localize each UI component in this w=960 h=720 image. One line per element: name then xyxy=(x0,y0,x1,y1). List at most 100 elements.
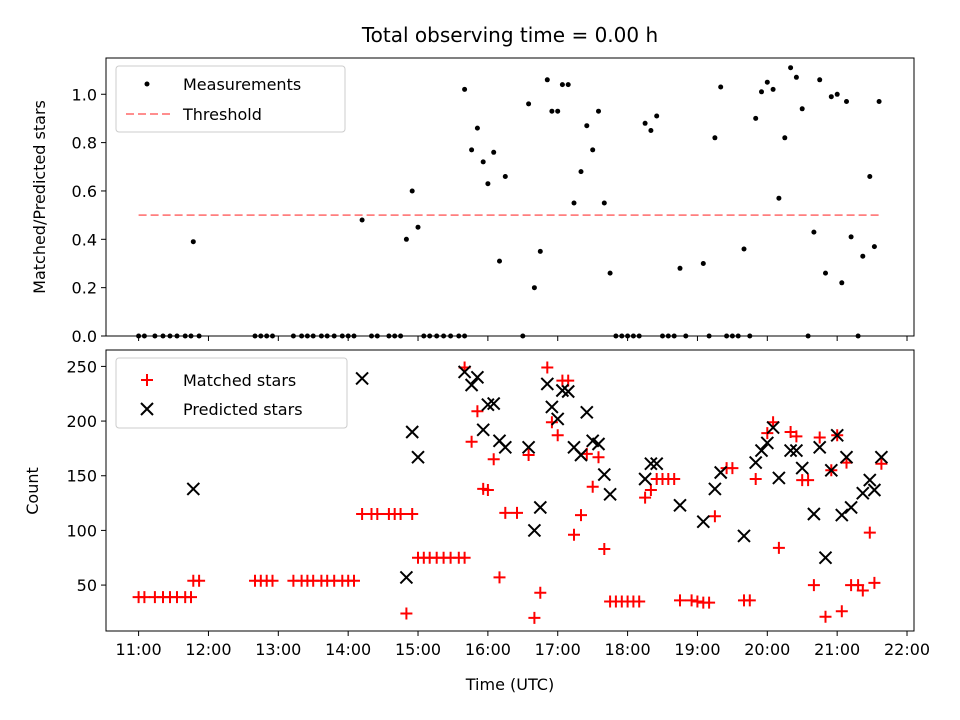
matched-point xyxy=(749,473,762,485)
top-x-ticks xyxy=(138,336,908,341)
measurement-point xyxy=(811,229,817,235)
matched-point xyxy=(551,429,564,442)
legend-threshold-label: Threshold xyxy=(182,105,262,124)
top-legend-frame xyxy=(115,65,346,133)
matched-point xyxy=(348,574,360,587)
matched-point xyxy=(568,528,580,541)
predicted-point xyxy=(597,467,612,482)
matched-point xyxy=(394,508,407,520)
bottom-x-tick-label: 15:00 xyxy=(395,640,441,659)
measurement-point xyxy=(491,149,497,155)
predicted-point xyxy=(603,487,617,502)
matched-point xyxy=(644,484,657,496)
bottom-y-tick-label: 250 xyxy=(66,357,97,376)
matched-point xyxy=(708,510,721,523)
predicted-point xyxy=(824,463,839,478)
matched-point xyxy=(487,453,500,466)
predicted-point xyxy=(766,420,780,435)
measurement-point xyxy=(462,86,468,92)
measurement-point xyxy=(823,270,828,276)
measurement-point xyxy=(793,74,799,80)
measurement-point xyxy=(654,113,660,119)
measurement-point xyxy=(788,65,794,71)
predicted-point xyxy=(835,508,849,522)
measurement-point xyxy=(607,270,613,276)
measurement-point xyxy=(190,239,196,245)
top-y-tick-label: 0.0 xyxy=(72,327,97,346)
bottom-axes-frame xyxy=(105,349,915,632)
measurement-point xyxy=(839,280,845,286)
matched-point xyxy=(522,449,535,461)
predicted-point xyxy=(405,425,419,439)
bottom-legend-frame xyxy=(115,357,348,429)
top-y-tick-label: 0.6 xyxy=(72,182,97,201)
predicted-point xyxy=(574,448,588,462)
measurement-point xyxy=(590,147,596,153)
matched-point xyxy=(185,591,197,604)
matched-point xyxy=(639,491,652,504)
matched-point xyxy=(863,526,876,539)
predicted-point xyxy=(673,498,687,513)
measurement-point xyxy=(712,135,718,141)
top-y-tick-label: 0.4 xyxy=(72,230,97,249)
predicted-point xyxy=(649,456,664,471)
legend-predicted-label: Predicted stars xyxy=(183,400,303,419)
bottom-y-tick-label: 100 xyxy=(66,521,97,540)
measurement-point xyxy=(753,115,759,121)
bottom-x-tick-label: 20:00 xyxy=(744,640,790,659)
predicted-point xyxy=(867,483,882,497)
measurement-point xyxy=(544,77,550,83)
predicted-point xyxy=(498,440,513,455)
top-y-tick-label: 0.8 xyxy=(72,134,97,153)
matched-point xyxy=(534,586,547,599)
measurement-point xyxy=(469,147,475,153)
bottom-x-axis-label: Time (UTC) xyxy=(465,675,554,694)
matched-point xyxy=(598,543,611,555)
measurement-point xyxy=(867,174,873,179)
predicted-point xyxy=(527,523,542,538)
predicted-point xyxy=(812,440,827,455)
matched-point xyxy=(545,416,558,429)
measurement-point xyxy=(409,188,415,194)
bottom-panel: 50 100 150 200 250 11:00 12:00 13:00 14:00 15:00… xyxy=(23,349,930,694)
bottom-y-axis-label: Count xyxy=(23,467,42,515)
measurement-point xyxy=(871,244,877,250)
measurement-point xyxy=(844,99,849,104)
matched-point xyxy=(868,576,881,589)
bottom-x-ticks: 11:00 12:00 13:00 14:00 15:00 16:00 17:00 18:00… xyxy=(116,631,930,659)
matched-point xyxy=(674,594,686,607)
bottom-legend: Matched stars Predicted stars xyxy=(115,357,348,429)
top-y-ticks: 0.0 0.2 0.4 0.6 0.8 1.0 xyxy=(72,85,106,346)
predicted-point xyxy=(486,396,501,411)
predicted-point xyxy=(355,371,369,386)
bottom-x-tick-label: 17:00 xyxy=(535,640,581,659)
measurement-point xyxy=(537,248,543,254)
chart-title: Total observing time = 0.00 h xyxy=(361,23,658,47)
matched-point xyxy=(592,451,605,464)
measurement-point xyxy=(502,174,508,179)
bottom-x-tick-label: 18:00 xyxy=(605,640,651,659)
measurement-point xyxy=(571,200,577,206)
top-legend: Measurements Threshold xyxy=(115,65,346,133)
predicted-point xyxy=(521,440,536,455)
legend-measurements-marker xyxy=(144,81,150,87)
measurement-point xyxy=(480,159,486,165)
matched-point xyxy=(499,506,512,519)
measurement-point xyxy=(474,125,480,131)
predicted-point xyxy=(874,450,889,464)
legend-matched-label: Matched stars xyxy=(183,371,296,390)
bottom-x-tick-label: 12:00 xyxy=(185,640,231,659)
matched-point xyxy=(575,509,587,522)
matched-point xyxy=(703,596,716,609)
measurement-point xyxy=(565,82,571,88)
measurement-point xyxy=(531,285,537,291)
matched-point xyxy=(458,551,471,564)
measurement-point xyxy=(601,200,607,206)
measurement-point xyxy=(497,258,502,264)
matched-point xyxy=(691,595,704,608)
predicted-point xyxy=(696,514,711,529)
predicted-point xyxy=(783,443,798,458)
bottom-x-tick-label: 16:00 xyxy=(465,640,511,659)
predicted-point xyxy=(540,377,555,391)
